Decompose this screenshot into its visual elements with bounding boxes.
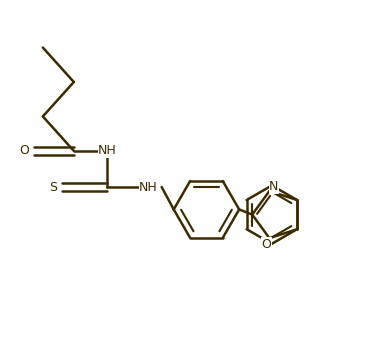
Text: NH: NH — [98, 145, 117, 158]
Text: N: N — [269, 180, 279, 193]
Text: O: O — [20, 145, 30, 158]
Text: S: S — [49, 181, 57, 194]
Text: NH: NH — [139, 181, 158, 194]
Text: O: O — [262, 238, 272, 251]
